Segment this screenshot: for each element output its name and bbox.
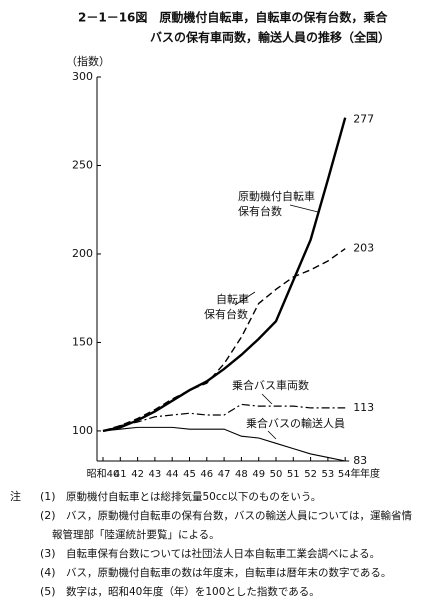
y-tick-label: 150 <box>72 335 93 348</box>
x-tick-label: 51 <box>287 469 300 480</box>
x-tick-label: 昭和40 <box>87 468 120 480</box>
chart-title: 2－1－16図 原動機付自転車，自転車の保有台数，乗合 <box>78 10 388 25</box>
chart-title: バスの保有車両数，輸送人員の推移（全国） <box>150 30 390 45</box>
value-label: 277 <box>353 113 374 126</box>
note-text: 数字は，昭和40年度（年）を100とした指数である。 <box>66 585 320 598</box>
series-line <box>102 403 346 432</box>
note-marker: (3) <box>40 547 56 560</box>
note-text: バス，原動機付自転車の保有台数，バスの輸送人員については，運輸省情 <box>66 509 412 522</box>
x-tick-label: 42 <box>131 469 144 480</box>
x-tick-label: 41 <box>114 469 127 480</box>
leader-line <box>267 430 277 440</box>
series-label: 乗合バスの輸送人員 <box>246 416 345 430</box>
x-tick-label: 53 <box>322 469 335 480</box>
note-marker: (5) <box>40 585 56 598</box>
y-tick-label: 250 <box>72 158 93 171</box>
value-label: 203 <box>353 242 374 255</box>
series-label: 乗合バス車両数 <box>232 378 309 392</box>
x-tick-label: 43 <box>149 469 162 480</box>
x-tick-label: 47 <box>218 469 231 480</box>
y-tick-label: 200 <box>72 247 93 260</box>
y-axis-label: （指数） <box>66 54 110 68</box>
series-label: 保有台数 <box>238 204 282 218</box>
x-tick-label: 45 <box>183 469 196 480</box>
value-label: 113 <box>353 401 374 414</box>
note-marker: (1) <box>40 490 56 503</box>
note-text: 報管理部「陸運統計要覧」による。 <box>52 528 220 541</box>
notes-head: 注 <box>10 489 21 503</box>
x-tick-label: 46 <box>200 469 213 480</box>
x-tick-label: 44 <box>166 469 179 480</box>
series-line <box>102 117 347 433</box>
note-text: 自転車保有台数については社団法人日本自転車工業会調べによる。 <box>66 547 380 560</box>
series-label: 保有台数 <box>204 307 248 321</box>
note-text: 原動機付自転車とは総排気量50cc以下のものをいう。 <box>66 490 321 503</box>
series-line <box>102 426 346 462</box>
series-line <box>102 248 346 432</box>
value-label: 83 <box>353 454 367 467</box>
x-tick-label: 50 <box>270 469 283 480</box>
series-label: 自転車 <box>216 292 249 306</box>
y-tick-label: 100 <box>72 424 93 437</box>
note-marker: (4) <box>40 566 56 579</box>
x-tick-label: 48 <box>235 469 248 480</box>
note-text: バス，原動機付自転車の数は年度末，自転車は暦年末の数字である。 <box>66 566 391 579</box>
leader-line <box>289 204 319 213</box>
note-marker: (2) <box>40 509 56 522</box>
x-axis-label: 年度 <box>360 467 380 480</box>
leader-line <box>234 291 256 306</box>
series-label: 原動機付自転車 <box>238 189 315 203</box>
x-tick-label: 54年 <box>338 467 361 480</box>
y-tick-label: 300 <box>72 70 93 83</box>
x-tick-label: 52 <box>304 469 317 480</box>
leader-line <box>261 393 273 405</box>
x-tick-label: 49 <box>252 469 265 480</box>
